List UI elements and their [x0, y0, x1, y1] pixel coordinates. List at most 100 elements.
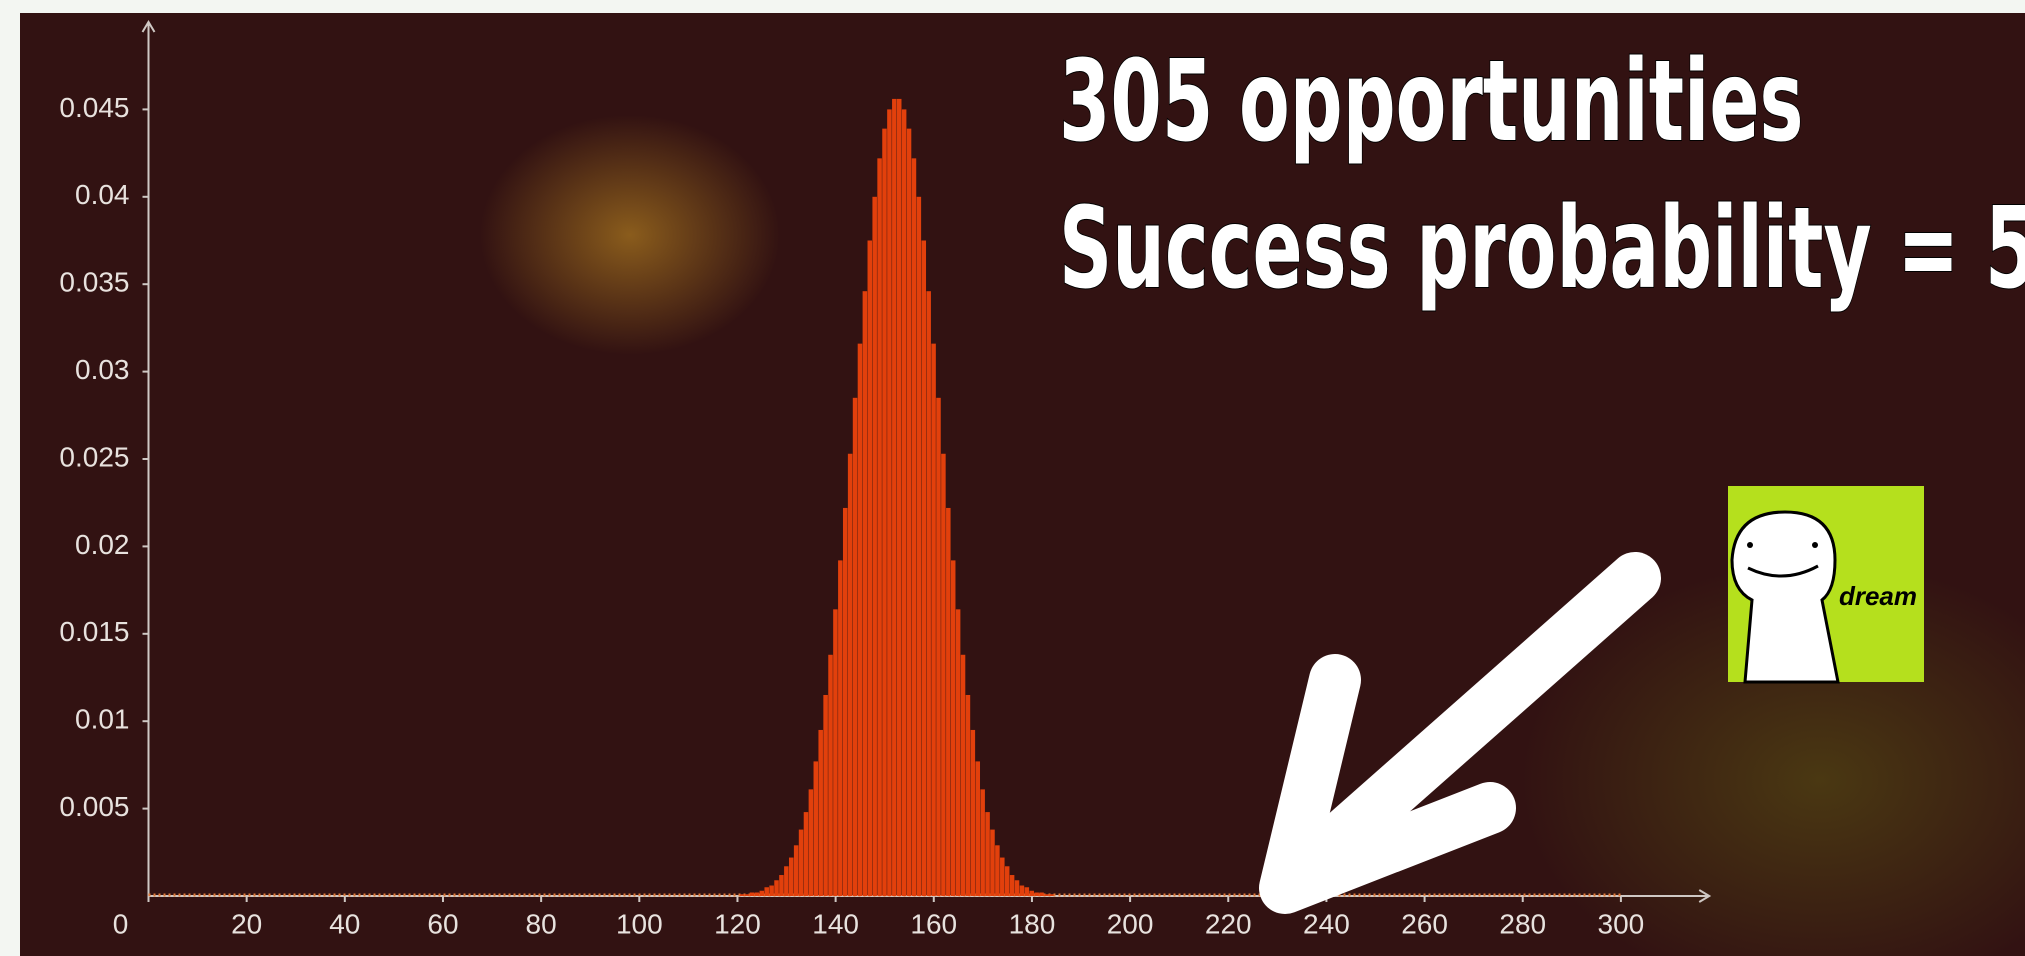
bar: [798, 829, 804, 896]
bar: [857, 343, 863, 897]
bar: [950, 560, 956, 896]
y-tick-label: 0.03: [75, 354, 130, 385]
y-tick-label: 0.015: [59, 616, 129, 647]
bar: [926, 291, 931, 896]
bar: [808, 789, 814, 896]
x-tick-label: 120: [714, 908, 761, 939]
x-tick-label: 220: [1205, 908, 1252, 939]
bar: [985, 812, 990, 896]
bar: [1000, 857, 1005, 896]
x-tick-label: 100: [616, 908, 663, 939]
x-tick-label: 200: [1107, 908, 1154, 939]
bar: [1014, 880, 1020, 896]
bar: [877, 158, 882, 896]
bar: [788, 857, 794, 896]
bar: [764, 887, 769, 896]
y-tick-label: 0.045: [59, 92, 129, 123]
bar: [818, 729, 823, 896]
bar: [769, 885, 774, 896]
bar: [931, 343, 936, 897]
bar: [892, 98, 897, 897]
x-tick-label: 40: [329, 908, 360, 939]
bar: [744, 894, 750, 896]
y-tick-label: 0.02: [75, 529, 130, 560]
x-tick-label: 140: [812, 908, 859, 939]
bar: [901, 109, 907, 896]
bar: [1049, 894, 1054, 896]
bar: [739, 894, 745, 896]
bar: [916, 196, 922, 897]
bar: [833, 609, 838, 896]
bar: [872, 196, 877, 897]
bar: [1019, 885, 1025, 896]
bar: [946, 507, 951, 896]
chart-title: 305 opportunities: [1059, 37, 1804, 167]
arrow: [1259, 552, 1661, 914]
chart-subtitle: Success probability = 50%: [1059, 184, 2025, 314]
bar: [867, 240, 873, 896]
bar: [995, 845, 1000, 896]
bar: [955, 609, 961, 896]
bar: [779, 875, 784, 896]
bar: [838, 560, 843, 896]
badge-face: [1730, 510, 1840, 684]
bar: [975, 761, 981, 896]
bar: [759, 890, 765, 896]
arrow-shaft: [1284, 552, 1661, 891]
bar: [960, 654, 966, 896]
bar: [749, 892, 755, 896]
bar: [823, 694, 828, 896]
bar: [852, 397, 858, 896]
video-frame: 0.005 0.01 0.015 0.02 0.025 0.03 0.035 0.04 0.04…: [20, 13, 2025, 956]
y-tick-label: 0.025: [59, 441, 129, 472]
y-tick-label: 0.01: [75, 704, 130, 735]
x-tick-label: 240: [1303, 908, 1350, 939]
plot: 0.005 0.01 0.015 0.02 0.025 0.03 0.035 0.04 0.04…: [59, 20, 1712, 939]
bar: [1044, 894, 1049, 896]
x-tick-label: 260: [1401, 908, 1448, 939]
x-tick-label: 0: [113, 908, 129, 939]
badge-eye: [1812, 542, 1818, 548]
bar: [754, 892, 760, 896]
bar: [1009, 875, 1015, 896]
bar: [1039, 892, 1044, 896]
bar: [965, 694, 971, 896]
x-tick-label: 80: [526, 908, 557, 939]
bar: [828, 654, 833, 896]
x-axis-arrow: [1698, 889, 1712, 903]
bar: [882, 128, 887, 897]
bar: [784, 866, 789, 896]
x-tick-label: 280: [1499, 908, 1546, 939]
y-tick-label: 0.04: [75, 179, 130, 210]
badge-eye: [1747, 542, 1753, 548]
y-tick-label: 0.005: [59, 791, 129, 822]
x-tick-label: 180: [1009, 908, 1056, 939]
bar: [896, 98, 902, 897]
badge: dream: [1728, 486, 1924, 684]
bar: [990, 829, 995, 896]
bar: [842, 507, 848, 896]
bar: [793, 845, 799, 896]
bar: [1024, 887, 1030, 896]
bar: [980, 789, 985, 896]
bar: [1034, 892, 1039, 896]
bokeh: [480, 115, 780, 355]
y-axis-arrow: [141, 20, 156, 33]
bar: [862, 291, 868, 896]
y-tick-label: 0.035: [59, 267, 129, 298]
bar: [941, 453, 946, 896]
bar: [906, 128, 912, 897]
badge-label: dream: [1839, 581, 1917, 611]
bar: [847, 453, 853, 896]
bar: [803, 812, 809, 896]
bar: [813, 761, 819, 896]
bar: [774, 880, 779, 896]
bar: [911, 158, 917, 896]
bar: [1004, 866, 1010, 896]
bar: [936, 397, 941, 896]
x-tick-label: 160: [910, 908, 957, 939]
bar: [1029, 890, 1035, 896]
arrow-head: [1259, 654, 1516, 914]
badge-smile: [1747, 564, 1819, 578]
